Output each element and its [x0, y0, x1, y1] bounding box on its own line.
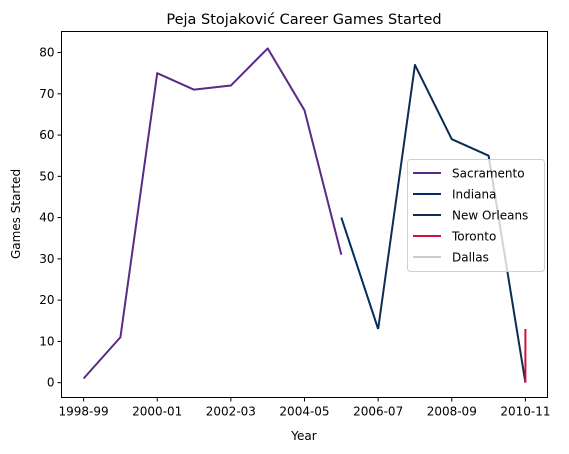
y-tick-label: 50: [39, 169, 54, 183]
y-tick-label: 10: [39, 334, 54, 348]
x-axis: 1998-99 2000-01 2002-03 2004-05 2006-07 2008-…: [59, 397, 550, 419]
series-line-sacramento: [82, 47, 343, 380]
legend-label: New Orleans: [452, 209, 528, 223]
x-tick-label: 1998-99: [59, 405, 109, 419]
y-tick-label: 30: [39, 252, 54, 266]
x-tick-label: 2010-11: [500, 405, 550, 419]
x-tick-label: 2000-01: [132, 405, 182, 419]
chart-title: Peja Stojaković Career Games Started: [166, 12, 441, 28]
y-tick-label: 20: [39, 293, 54, 307]
y-tick-label: 70: [39, 87, 54, 101]
legend-label: Toronto: [451, 230, 496, 244]
x-tick-label: 2002-03: [206, 405, 256, 419]
series-line-indiana: [340, 217, 380, 330]
y-tick-label: 60: [39, 128, 54, 142]
legend-frame: [407, 159, 545, 272]
x-tick-label: 2004-05: [279, 405, 329, 419]
y-axis: 0 10 20 30 40 50 60 70 80: [39, 46, 62, 390]
y-tick-label: 0: [47, 376, 55, 390]
legend-label: Sacramento: [452, 167, 525, 181]
x-tick-label: 2006-07: [353, 405, 403, 419]
legend-label: Dallas: [452, 251, 489, 265]
y-axis-label: Games Started: [9, 169, 23, 259]
y-tick-label: 80: [39, 46, 54, 60]
y-tick-label: 40: [39, 211, 54, 225]
x-axis-label: Year: [290, 429, 316, 443]
legend: Sacramento Indiana New Orleans Toronto Dalla…: [407, 159, 545, 272]
legend-label: Indiana: [452, 188, 496, 202]
x-tick-label: 2008-09: [427, 405, 477, 419]
